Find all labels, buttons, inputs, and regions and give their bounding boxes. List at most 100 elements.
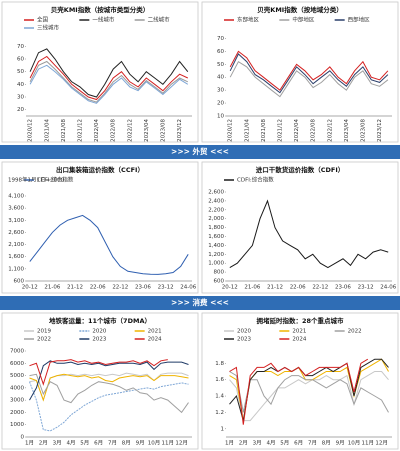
panel bbox=[201, 312, 399, 450]
x-tick-label: 21-12 bbox=[67, 285, 83, 291]
x-tick-label: 2020/12 bbox=[28, 119, 34, 142]
x-tick-label: 11月 bbox=[362, 440, 375, 447]
y-tick-label: 3,600 bbox=[8, 206, 24, 212]
y-tick-label: 1,000 bbox=[208, 261, 224, 267]
series-line bbox=[229, 371, 389, 422]
series-line bbox=[29, 214, 189, 275]
legend-label: 2019 bbox=[37, 329, 51, 335]
legend-label: 二线城市 bbox=[148, 16, 171, 24]
series-line bbox=[229, 358, 369, 425]
legend-label: 2020 bbox=[92, 329, 106, 335]
x-tick-label: 2022/12 bbox=[327, 119, 333, 142]
x-tick-label: 2023/12 bbox=[377, 119, 383, 142]
chart-title: 贝壳KMI指数（按城市类型分类） bbox=[51, 5, 149, 14]
y-tick-label: 70 bbox=[17, 44, 24, 50]
y-tick-label: 1.4 bbox=[215, 394, 224, 400]
section-bar bbox=[0, 296, 400, 310]
legend-label: 2021 bbox=[148, 329, 162, 335]
series-line bbox=[229, 60, 389, 98]
series-line bbox=[229, 199, 389, 269]
x-tick-label: 2023/08 bbox=[360, 119, 366, 142]
legend-label: 西部地区 bbox=[348, 16, 371, 24]
y-tick-label: 3000 bbox=[10, 398, 24, 404]
y-tick-label: 40 bbox=[217, 75, 224, 81]
section-bar bbox=[0, 145, 400, 159]
section-title: >>> 外贸 <<< bbox=[171, 146, 229, 156]
y-tick-label: 1.6 bbox=[215, 377, 224, 383]
y-tick-label: 50 bbox=[17, 69, 24, 75]
x-tick-label: 2023/04 bbox=[144, 119, 150, 142]
x-tick-label: 21-06 bbox=[44, 285, 60, 291]
x-tick-label: 6月 bbox=[94, 440, 103, 447]
legend-label: 中部地区 bbox=[292, 16, 315, 24]
y-tick-label: 1,800 bbox=[208, 225, 224, 231]
x-tick-label: 12月 bbox=[175, 440, 188, 447]
series-line bbox=[29, 55, 189, 101]
x-tick-label: 3月 bbox=[53, 440, 62, 447]
x-tick-label: 2021/04 bbox=[244, 119, 250, 142]
series-line bbox=[29, 48, 189, 98]
legend-label: 2024 bbox=[292, 337, 306, 343]
x-tick-label: 2022/08 bbox=[111, 119, 117, 142]
x-tick-label: 5月 bbox=[80, 440, 89, 447]
x-tick-label: 6月 bbox=[294, 440, 303, 447]
x-tick-label: 9月 bbox=[136, 440, 145, 447]
y-tick-label: 60 bbox=[17, 57, 24, 63]
legend-label: 2022 bbox=[37, 337, 51, 343]
x-tick-label: 23-12 bbox=[158, 285, 174, 291]
x-tick-label: 22-12 bbox=[312, 285, 328, 291]
x-tick-label: 2022/08 bbox=[311, 119, 317, 142]
chart-title: 贝壳KMI指数（按地域分类） bbox=[257, 5, 342, 14]
x-tick-label: 23-12 bbox=[358, 285, 374, 291]
legend-label: 全国 bbox=[37, 16, 49, 24]
panel bbox=[1, 1, 199, 143]
x-tick-label: 7月 bbox=[308, 440, 317, 447]
legend-label: 2020 bbox=[237, 329, 251, 335]
y-tick-label: 2,200 bbox=[208, 207, 224, 213]
legend-label: 2022 bbox=[348, 329, 362, 335]
y-tick-label: 0 bbox=[21, 435, 25, 441]
y-tick-label: 1,400 bbox=[208, 243, 224, 249]
y-tick-label: 1,600 bbox=[8, 254, 24, 260]
y-tick-label: 10 bbox=[217, 114, 224, 120]
y-tick-label: 4000 bbox=[10, 385, 24, 391]
series-line bbox=[229, 53, 389, 94]
x-tick-label: 2022/12 bbox=[127, 119, 133, 142]
y-tick-label: 2,100 bbox=[8, 242, 24, 248]
panel bbox=[1, 312, 199, 450]
x-tick-label: 2021/08 bbox=[261, 119, 267, 142]
y-tick-label: 7000 bbox=[10, 349, 24, 355]
y-tick-label: 2000 bbox=[10, 410, 24, 416]
x-tick-label: 2022/04 bbox=[294, 119, 300, 142]
y-tick-label: 600 bbox=[14, 279, 25, 285]
x-tick-label: 2月 bbox=[39, 440, 48, 447]
x-tick-label: 12月 bbox=[375, 440, 388, 447]
x-tick-label: 2月 bbox=[239, 440, 248, 447]
x-tick-label: 20-12 bbox=[222, 285, 238, 291]
x-tick-label: 3月 bbox=[253, 440, 262, 447]
x-tick-label: 23-06 bbox=[135, 285, 151, 291]
x-tick-label: 22-06 bbox=[290, 285, 306, 291]
legend-label: CDFI:综合指数 bbox=[237, 176, 274, 184]
x-tick-label: 23-06 bbox=[335, 285, 351, 291]
series-line bbox=[229, 371, 389, 413]
legend-label: 2021 bbox=[292, 329, 306, 335]
y-tick-label: 70 bbox=[217, 36, 224, 42]
x-tick-label: 2021/08 bbox=[61, 119, 67, 142]
y-tick-label: 1 bbox=[221, 426, 225, 432]
x-tick-label: 21-06 bbox=[244, 285, 260, 291]
legend-label: 2024 bbox=[148, 337, 162, 343]
series-line bbox=[29, 360, 189, 401]
series-line bbox=[29, 60, 189, 103]
panel bbox=[201, 1, 399, 143]
y-tick-label: 40 bbox=[17, 82, 24, 88]
x-tick-label: 8月 bbox=[122, 440, 131, 447]
series-line bbox=[29, 373, 189, 414]
y-tick-label: 3,100 bbox=[8, 218, 24, 224]
y-tick-label: 1,100 bbox=[8, 266, 24, 272]
series-line bbox=[229, 358, 389, 421]
y-tick-label: 2,600 bbox=[208, 190, 224, 196]
y-tick-label: 30 bbox=[217, 88, 224, 94]
series-line bbox=[29, 64, 189, 104]
